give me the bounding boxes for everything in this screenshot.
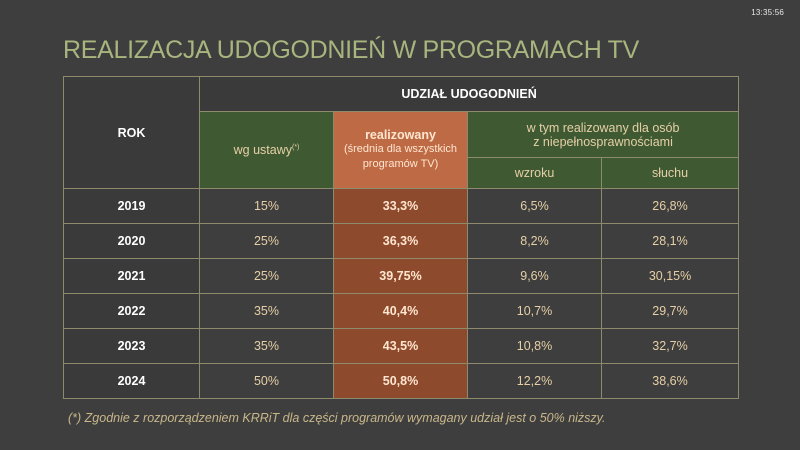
table-row: 2022 35% 40,4% 10,7% 29,7% (63, 293, 740, 329)
wg-ustawy-header: wg ustawy(*) (199, 111, 334, 189)
disabled-header: w tym realizowany dla osób z niepełnospr… (466, 111, 740, 158)
header-row-1: ROK UDZIAŁ UDOGODNIEŃ (63, 76, 740, 189)
footnote: (*) Zgodnie z rozporządzeniem KRRiT dla … (68, 411, 606, 425)
ustawy-cell: 25% (199, 223, 334, 259)
sluchu-cell: 29,7% (600, 293, 740, 329)
year-cell: 2019 (63, 188, 200, 224)
wzroku-cell: 6,5% (467, 188, 602, 224)
table-row: 2023 35% 43,5% 10,8% 32,7% (63, 328, 740, 364)
year-cell: 2020 (63, 223, 200, 259)
ustawy-cell: 15% (199, 188, 334, 224)
wzroku-cell: 12,2% (467, 363, 602, 399)
sluchu-cell: 30,15% (600, 258, 740, 294)
year-cell: 2021 (63, 258, 200, 294)
year-cell: 2023 (63, 328, 200, 364)
wg-ustawy-label: wg ustawy (233, 143, 292, 157)
realizowany-cell: 39,75% (333, 258, 468, 294)
realizowany-header: realizowany (średnia dla wszystkich prog… (333, 111, 468, 189)
group-header: UDZIAŁ UDOGODNIEŃ (198, 76, 740, 112)
slide-title: REALIZACJA UDOGODNIEŃ W PROGRAMACH TV (63, 36, 640, 64)
realizowany-sub-1: (średnia dla wszystkich (343, 143, 458, 155)
wzroku-cell: 10,8% (467, 328, 602, 364)
disabled-header-line-1: w tym realizowany dla osób (526, 120, 680, 135)
clock: 13:35:56 (751, 8, 784, 17)
data-table: ROK UDZIAŁ UDOGODNIEŃ wg ustawy(*) reali… (63, 76, 740, 399)
realizowany-cell: 40,4% (333, 293, 468, 329)
realizowany-cell: 50,8% (333, 363, 468, 399)
rok-header: ROK (63, 76, 200, 189)
wzroku-header: wzroku (467, 157, 602, 189)
realizowany-cell: 36,3% (333, 223, 468, 259)
table-row: 2020 25% 36,3% 8,2% 28,1% (63, 223, 740, 259)
ustawy-cell: 25% (199, 258, 334, 294)
ustawy-cell: 35% (199, 293, 334, 329)
table-row: 2019 15% 33,3% 6,5% 26,8% (63, 188, 740, 224)
realizowany-cell: 43,5% (333, 328, 468, 364)
wzroku-cell: 10,7% (467, 293, 602, 329)
year-cell: 2022 (63, 293, 200, 329)
realizowany-cell: 33,3% (333, 188, 468, 224)
sluchu-cell: 28,1% (600, 223, 740, 259)
disabled-header-line-2: z niepełnosprawnościami (533, 134, 673, 149)
table-row: 2021 25% 39,75% 9,6% 30,15% (63, 258, 740, 294)
header-row-3: wzroku słuchu (64, 157, 740, 189)
ustawy-cell: 50% (199, 363, 334, 399)
realizowany-title: realizowany (365, 128, 436, 142)
sluchu-cell: 38,6% (600, 363, 740, 399)
header-row-2: wg ustawy(*) realizowany (średnia dla ws… (64, 111, 740, 189)
ustawy-cell: 35% (199, 328, 334, 364)
wg-ustawy-footnote-mark: (*) (291, 143, 300, 151)
realizowany-sub-2: programów TV) (362, 158, 439, 170)
year-cell: 2024 (63, 363, 200, 399)
wzroku-cell: 9,6% (467, 258, 602, 294)
wzroku-cell: 8,2% (467, 223, 602, 259)
sluchu-cell: 26,8% (600, 188, 740, 224)
sluchu-header: słuchu (600, 157, 740, 189)
sluchu-cell: 32,7% (600, 328, 740, 364)
table-row: 2024 50% 50,8% 12,2% 38,6% (63, 363, 740, 399)
